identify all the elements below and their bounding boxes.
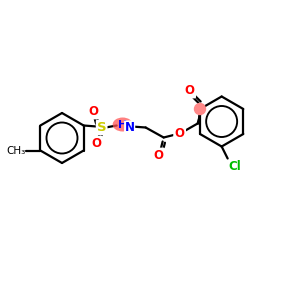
Text: Cl: Cl xyxy=(229,160,242,172)
Text: N: N xyxy=(125,121,135,134)
Text: O: O xyxy=(185,84,195,97)
Text: O: O xyxy=(154,149,164,162)
Text: CH₃: CH₃ xyxy=(6,146,25,155)
Text: O: O xyxy=(92,137,102,150)
Circle shape xyxy=(194,103,206,115)
Ellipse shape xyxy=(113,118,133,131)
Text: S: S xyxy=(97,121,106,134)
Text: H: H xyxy=(118,119,127,130)
Text: O: O xyxy=(175,127,185,140)
Text: O: O xyxy=(89,105,99,118)
